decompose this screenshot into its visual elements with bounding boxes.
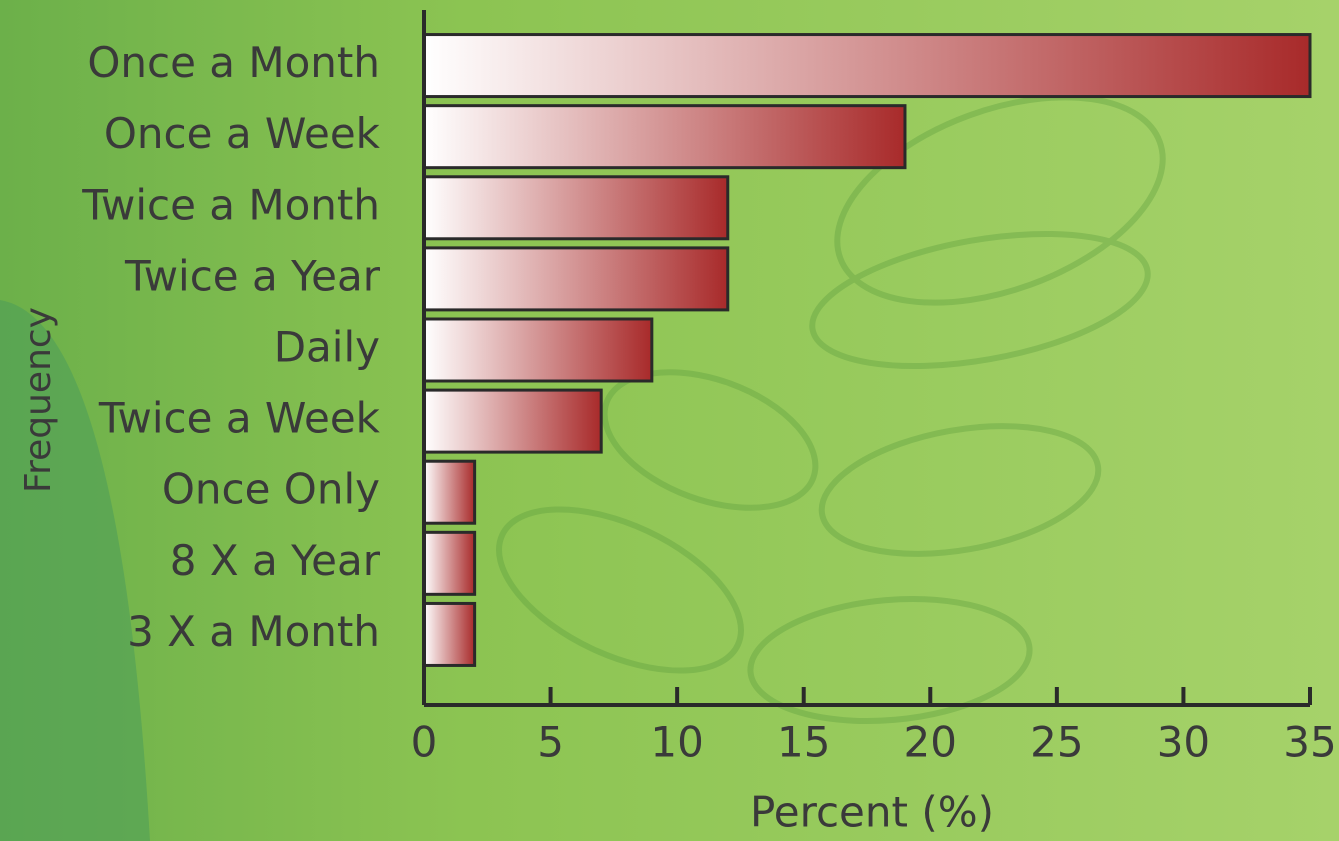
x-tick-label: 5	[537, 718, 564, 767]
y-tick-label: 8 X a Year	[170, 536, 381, 585]
y-tick-label: Twice a Week	[98, 394, 381, 443]
bar	[422, 459, 477, 525]
y-tick-label: Once a Week	[104, 109, 381, 158]
bar	[422, 530, 477, 596]
x-tick-label: 10	[650, 718, 703, 767]
x-tick-label: 35	[1283, 718, 1336, 767]
y-tick-label: Daily	[274, 323, 380, 372]
y-axis-label: Frequency	[18, 307, 59, 493]
x-tick-label: 30	[1157, 718, 1210, 767]
y-tick-label: Twice a Year	[124, 251, 381, 300]
y-tick-label: 3 X a Month	[127, 607, 380, 656]
x-tick-label: 15	[777, 718, 830, 767]
bar	[422, 175, 730, 241]
x-tick-label: 0	[411, 718, 438, 767]
bar	[422, 33, 1312, 99]
y-tick-label: Once Only	[162, 465, 380, 514]
decoration	[496, 94, 1166, 725]
decoration	[0, 300, 150, 841]
x-tick-label: 25	[1030, 718, 1083, 767]
y-tick-label: Once a Month	[87, 38, 380, 87]
bar	[422, 601, 477, 667]
x-tick-label: 20	[904, 718, 957, 767]
bar	[422, 104, 907, 170]
bar	[422, 317, 654, 383]
bar	[422, 246, 730, 312]
x-axis-label: Percent (%)	[750, 788, 994, 837]
bar	[422, 388, 603, 454]
y-tick-label: Twice a Month	[81, 180, 380, 229]
